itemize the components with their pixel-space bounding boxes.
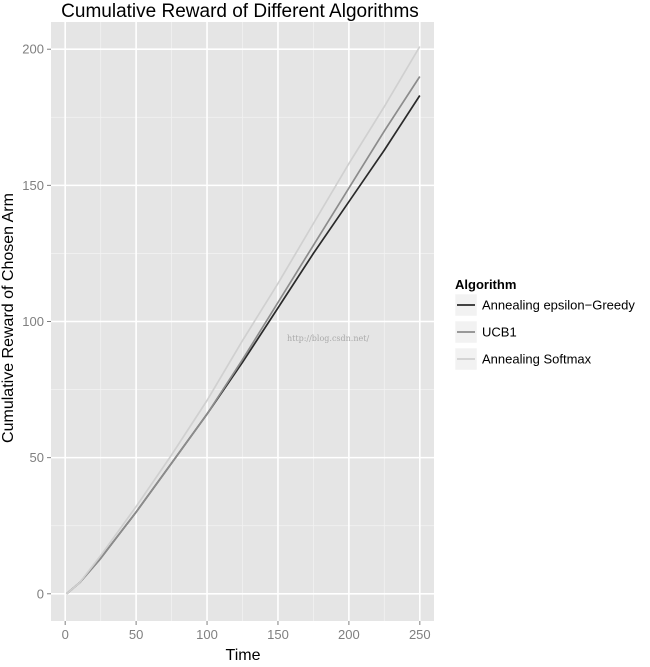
legend-label: Annealing Softmax bbox=[482, 352, 592, 367]
legend-title: Algorithm bbox=[455, 277, 516, 292]
y-tick-label: 100 bbox=[22, 314, 44, 329]
y-tick-label: 50 bbox=[30, 450, 44, 465]
series-line bbox=[66, 76, 421, 595]
y-tick-label: 150 bbox=[22, 178, 44, 193]
x-tick-label: 150 bbox=[267, 627, 289, 642]
legend-items: Annealing epsilon−Greedy UCB1 Annealing So… bbox=[454, 293, 635, 371]
legend-label: UCB1 bbox=[482, 325, 517, 340]
y-axis-title: Cumulative Reward of Chosen Arm bbox=[0, 193, 17, 443]
y-axis-ticks: 0 50 100 150 200 bbox=[22, 42, 51, 601]
legend: Algorithm Annealing epsilon−GreedyUCB1An… bbox=[454, 277, 635, 371]
x-axis-title: Time bbox=[226, 647, 261, 664]
x-tick-label: 100 bbox=[196, 627, 218, 642]
series-lines bbox=[66, 46, 421, 595]
legend-label: Annealing epsilon−Greedy bbox=[482, 298, 635, 313]
chart-title: Cumulative Reward of Different Algorithm… bbox=[61, 1, 419, 22]
x-tick-label: 50 bbox=[129, 627, 143, 642]
watermark: http://blog.csdn.net/ bbox=[287, 334, 369, 343]
x-axis-ticks: 0 50 100 150 200 250 bbox=[62, 621, 431, 642]
series-line bbox=[66, 46, 421, 595]
x-tick-label: 250 bbox=[409, 627, 431, 642]
grid-major bbox=[51, 22, 434, 621]
x-tick-label: 0 bbox=[62, 627, 69, 642]
y-tick-label: 0 bbox=[37, 586, 44, 601]
y-tick-label: 200 bbox=[22, 42, 44, 57]
x-tick-label: 200 bbox=[338, 627, 360, 642]
